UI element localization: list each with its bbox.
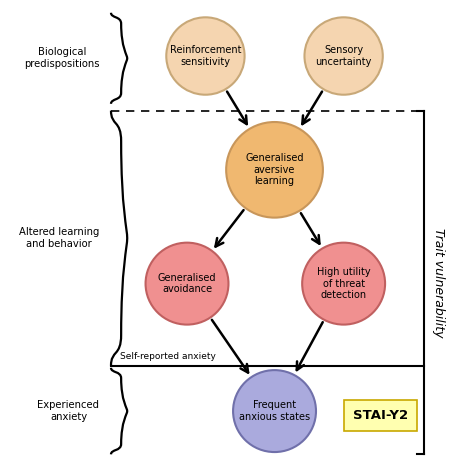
FancyBboxPatch shape <box>344 400 417 431</box>
Text: Frequent
anxious states: Frequent anxious states <box>239 400 310 422</box>
Circle shape <box>166 17 245 95</box>
Text: Generalised
avoidance: Generalised avoidance <box>158 273 216 294</box>
Circle shape <box>226 122 323 218</box>
Text: Generalised
aversive
learning: Generalised aversive learning <box>245 153 304 186</box>
Text: Sensory
uncertainty: Sensory uncertainty <box>315 45 372 67</box>
Text: Trait vulnerability: Trait vulnerability <box>431 228 445 337</box>
Circle shape <box>304 17 383 95</box>
Circle shape <box>302 243 385 325</box>
Text: Reinforcement
sensitivity: Reinforcement sensitivity <box>170 45 241 67</box>
Circle shape <box>233 370 316 452</box>
Text: STAI-Y2: STAI-Y2 <box>353 409 408 422</box>
Text: High utility
of threat
detection: High utility of threat detection <box>317 267 371 300</box>
Text: Self-reported anxiety: Self-reported anxiety <box>120 353 216 361</box>
Text: Experienced
anxiety: Experienced anxiety <box>37 400 100 422</box>
Text: Biological
predispositions: Biological predispositions <box>24 48 100 69</box>
Text: Altered learning
and behavior: Altered learning and behavior <box>19 227 100 249</box>
Circle shape <box>146 243 228 325</box>
